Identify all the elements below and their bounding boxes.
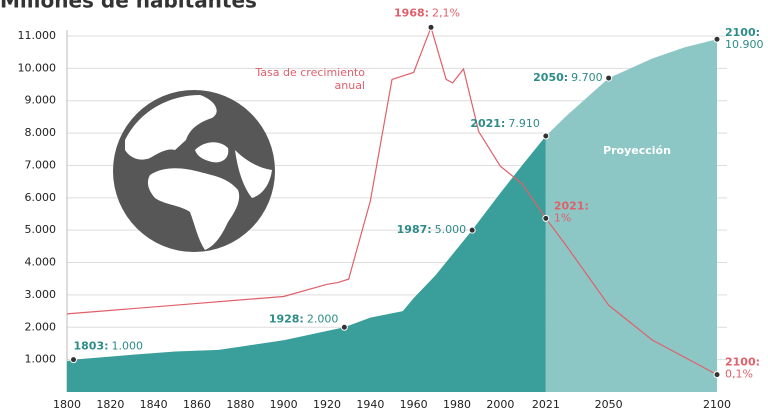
point [542, 214, 550, 222]
point [468, 226, 476, 234]
annotation: 1968: 2,1% [394, 6, 460, 19]
annotation-value: 10.900 [725, 38, 764, 51]
y-tick-label: 1.000 [25, 353, 57, 366]
annotation: 1928: 2.000 [269, 312, 339, 325]
point [713, 35, 721, 43]
x-tick-label: 2100 [703, 398, 731, 411]
annotation-value: 2.000 [307, 312, 339, 325]
x-tick-label: 2000 [486, 398, 514, 411]
annotation: 2021: 1% [554, 199, 589, 224]
annotation: 1987: 5.000 [397, 223, 467, 236]
x-tick-label: 1960 [400, 398, 428, 411]
x-tick-label: 2050 [595, 398, 623, 411]
x-tick-label: 1880 [226, 398, 254, 411]
y-tick-label: 11.000 [18, 29, 57, 42]
annotation: 2100: 0,1% [725, 356, 760, 381]
y-tick-label: 3.000 [25, 288, 57, 301]
point [713, 371, 721, 379]
chart-title: Millones de habitantes [0, 0, 257, 13]
y-tick-label: 9.000 [25, 94, 57, 107]
x-tick-label: 1860 [183, 398, 211, 411]
annotation-year: 2021: [470, 117, 505, 130]
annotation: 1803: 1.000 [74, 340, 144, 353]
annotation-year: 2050: [533, 71, 568, 84]
annotation: 2021: 7.910 [470, 117, 540, 130]
y-tick-label: 10.000 [18, 61, 57, 74]
globe [113, 90, 275, 252]
annotation-year: 2021: [554, 199, 589, 212]
series-label: Tasa de crecimiento anual [255, 66, 365, 92]
annotation-year: 1968: [394, 6, 429, 19]
annotation-year: 1987: [397, 223, 432, 236]
annotation: 2050: 9.700 [533, 71, 603, 84]
area [67, 136, 546, 392]
annotation-value: 7.910 [508, 117, 540, 130]
annotation-year: 2100: [725, 356, 760, 369]
annotation-value: 1.000 [112, 340, 144, 353]
series-label: Proyección [603, 144, 671, 157]
annotation-value: 2,1% [432, 6, 460, 19]
x-tick-label: 1800 [53, 398, 81, 411]
area [545, 39, 717, 393]
y-tick-label: 4.000 [25, 256, 57, 269]
x-tick-label: 1980 [443, 398, 471, 411]
annotation-year: 2100: [725, 26, 760, 39]
y-tick-label: 7.000 [25, 158, 57, 171]
annotation-year: 1803: [74, 340, 109, 353]
x-tick-label: 1920 [313, 398, 341, 411]
x-tick-label: 1940 [356, 398, 384, 411]
annotation-value: 5.000 [435, 223, 467, 236]
x-tick-label: 1840 [140, 398, 168, 411]
y-tick-label: 6.000 [25, 191, 57, 204]
annotation-value: 1% [554, 211, 571, 224]
y-tick-label: 8.000 [25, 126, 57, 139]
point [605, 74, 613, 82]
line [66, 25, 718, 376]
y-tick-label: 5.000 [25, 223, 57, 236]
point [542, 132, 550, 140]
annotation-value: 0,1% [725, 368, 753, 381]
point [427, 23, 435, 31]
point [340, 323, 348, 331]
x-tick-label: 1820 [96, 398, 124, 411]
x-tick-label: 2021 [532, 398, 560, 411]
x-tick-label: 1900 [270, 398, 298, 411]
annotation-year: 1928: [269, 312, 304, 325]
y-tick-label: 2.000 [25, 320, 57, 333]
annotation-value: 9.700 [571, 71, 603, 84]
annotation: 2100: 10.900 [725, 26, 764, 51]
point [70, 356, 77, 364]
